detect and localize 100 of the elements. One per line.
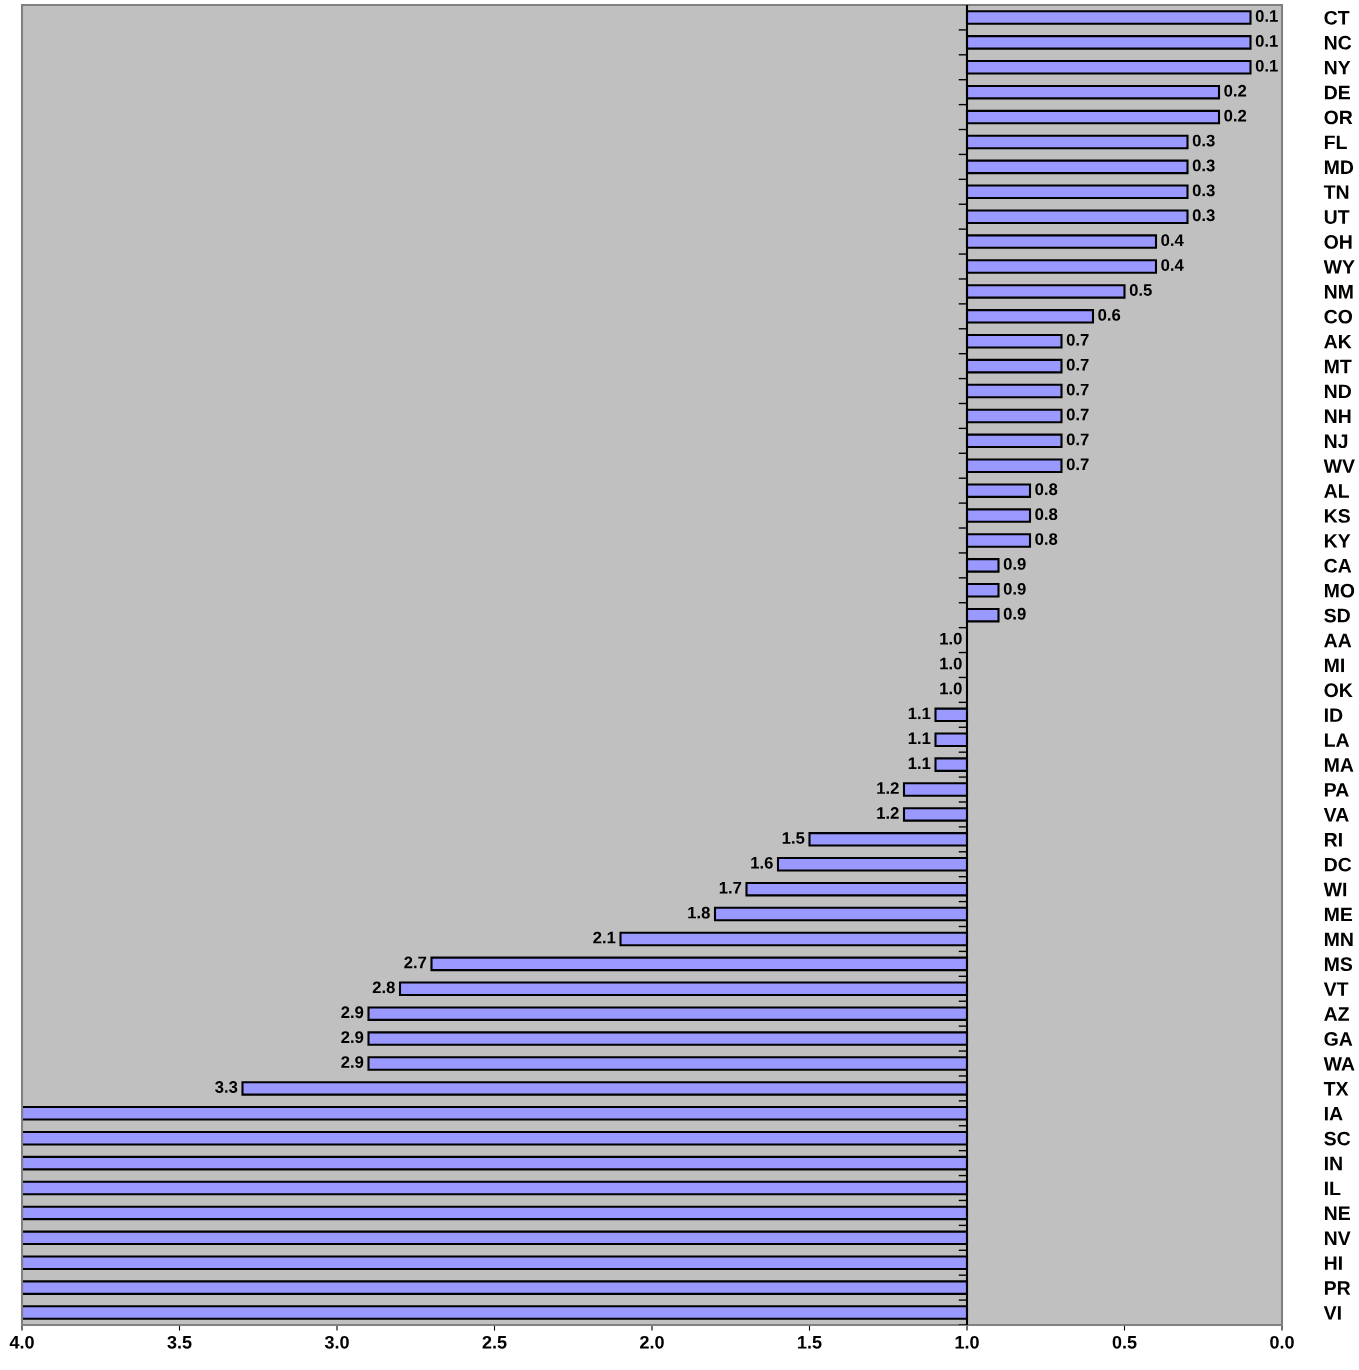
- data-label: 0.8: [1035, 508, 1058, 521]
- y-tick-label: MS: [1324, 957, 1353, 972]
- data-label: 0.3: [1192, 159, 1215, 172]
- data-label: 0.9: [1003, 582, 1026, 595]
- data-label: 0.7: [1066, 333, 1089, 346]
- x-tick-label: 3.5: [167, 1335, 192, 1349]
- y-tick-label: OR: [1324, 110, 1353, 125]
- y-tick-label: KY: [1324, 534, 1351, 548]
- data-label: 0.7: [1066, 358, 1089, 371]
- y-tick-label: KS: [1324, 509, 1350, 523]
- data-label: 0.3: [1192, 209, 1215, 222]
- data-label: 1.2: [877, 782, 899, 794]
- y-tick-label: ND: [1324, 384, 1351, 399]
- data-label: 0.3: [1192, 184, 1215, 197]
- data-label: 2.9: [341, 1031, 364, 1044]
- y-tick-label: SD: [1324, 608, 1350, 623]
- y-tick-label: IA: [1324, 1106, 1343, 1121]
- x-tick-label: 0.5: [1112, 1335, 1137, 1349]
- y-tick-label: WA: [1323, 1057, 1355, 1071]
- x-tick-label: 2.5: [482, 1335, 507, 1349]
- x-tick-label: 2.0: [640, 1335, 664, 1349]
- y-tick-label: VI: [1323, 1306, 1341, 1320]
- y-tick-label: WY: [1323, 260, 1355, 274]
- y-tick-label: OH: [1324, 235, 1352, 249]
- y-tick-label: CO: [1324, 309, 1353, 324]
- data-label: 0.5: [1129, 284, 1152, 296]
- y-tick-label: PR: [1324, 1281, 1351, 1295]
- data-label: 0.9: [1003, 558, 1026, 570]
- y-tick-label: NM: [1324, 285, 1353, 299]
- y-tick-label: NY: [1324, 60, 1351, 75]
- y-tick-label: NV: [1324, 1231, 1351, 1245]
- y-tick-label: ME: [1324, 907, 1353, 922]
- data-label: 0.8: [1035, 483, 1058, 496]
- y-tick-label: MO: [1324, 583, 1355, 598]
- data-label: 0.1: [1255, 59, 1278, 72]
- data-label: 1.1: [908, 732, 931, 745]
- data-label: 1.5: [782, 832, 805, 844]
- y-tick-label: AZ: [1324, 1007, 1350, 1021]
- data-label: 0.9: [1003, 607, 1026, 620]
- x-tick-label: 1.5: [798, 1336, 822, 1349]
- y-tick-label: NC: [1324, 35, 1352, 50]
- data-label: 0.4: [1161, 259, 1184, 271]
- y-tick-label: VA: [1323, 808, 1349, 822]
- y-tick-label: IN: [1324, 1156, 1342, 1171]
- y-tick-label: RI: [1324, 833, 1342, 847]
- data-label: 2.1: [593, 931, 616, 944]
- data-label: 1.8: [688, 906, 710, 919]
- data-label: 1.1: [908, 707, 931, 720]
- data-label: 1.6: [751, 856, 773, 869]
- data-label: 1.0: [940, 657, 962, 670]
- data-label: 1.7: [719, 881, 742, 894]
- y-tick-label: AL: [1324, 484, 1349, 498]
- x-tick-label: 0.0: [1270, 1335, 1294, 1349]
- x-tick-label: 4.0: [9, 1335, 34, 1349]
- y-tick-label: OK: [1324, 683, 1353, 698]
- data-label: 2.9: [341, 1006, 364, 1019]
- y-tick-label: DC: [1324, 857, 1352, 872]
- y-tick-label: MI: [1324, 658, 1344, 673]
- y-tick-label: ID: [1324, 708, 1343, 722]
- x-tick-label: 1.0: [955, 1335, 979, 1349]
- y-tick-label: TN: [1323, 185, 1349, 199]
- y-tick-label: LA: [1324, 733, 1350, 747]
- data-label: 0.2: [1224, 109, 1247, 122]
- data-label: 0.7: [1066, 458, 1089, 471]
- y-tick-label: GA: [1324, 1032, 1353, 1046]
- y-tick-label: AK: [1324, 334, 1352, 349]
- y-tick-label: AA: [1324, 633, 1352, 648]
- y-tick-label: HI: [1324, 1256, 1342, 1270]
- y-tick-label: FL: [1324, 135, 1347, 150]
- y-tick-label: WI: [1323, 882, 1347, 897]
- y-tick-label: WV: [1323, 459, 1355, 473]
- y-tick-label: CT: [1324, 10, 1350, 25]
- y-tick-label: DE: [1324, 85, 1350, 100]
- y-tick-label: PA: [1324, 783, 1349, 797]
- data-label: 0.1: [1255, 35, 1278, 47]
- data-label: 0.7: [1066, 408, 1089, 421]
- data-label: 2.7: [404, 956, 427, 969]
- y-tick-label: UT: [1324, 210, 1350, 224]
- y-tick-label: MD: [1324, 160, 1354, 174]
- data-label: 1.0: [940, 682, 962, 695]
- data-label: 0.8: [1035, 533, 1058, 545]
- data-label: 2.9: [341, 1056, 364, 1068]
- y-tick-label: MA: [1324, 758, 1354, 772]
- data-label: 0.3: [1192, 134, 1215, 147]
- y-tick-label: NH: [1324, 409, 1351, 423]
- data-label: 0.2: [1224, 84, 1247, 97]
- data-label: 0.6: [1098, 308, 1121, 321]
- y-tick-label: IL: [1324, 1181, 1341, 1196]
- data-label: 1.1: [908, 757, 931, 769]
- data-label: 2.8: [372, 981, 395, 994]
- y-tick-label: SC: [1324, 1131, 1351, 1146]
- data-label: 1.0: [940, 632, 962, 645]
- y-tick-label: VT: [1323, 982, 1349, 996]
- y-tick-label: NE: [1324, 1206, 1350, 1220]
- data-label: 0.4: [1161, 234, 1184, 247]
- y-tick-label: NJ: [1324, 434, 1348, 449]
- y-tick-label: MT: [1324, 359, 1352, 374]
- data-label: 0.7: [1066, 433, 1089, 446]
- data-label: 1.2: [877, 807, 899, 819]
- y-tick-label: TX: [1323, 1082, 1349, 1096]
